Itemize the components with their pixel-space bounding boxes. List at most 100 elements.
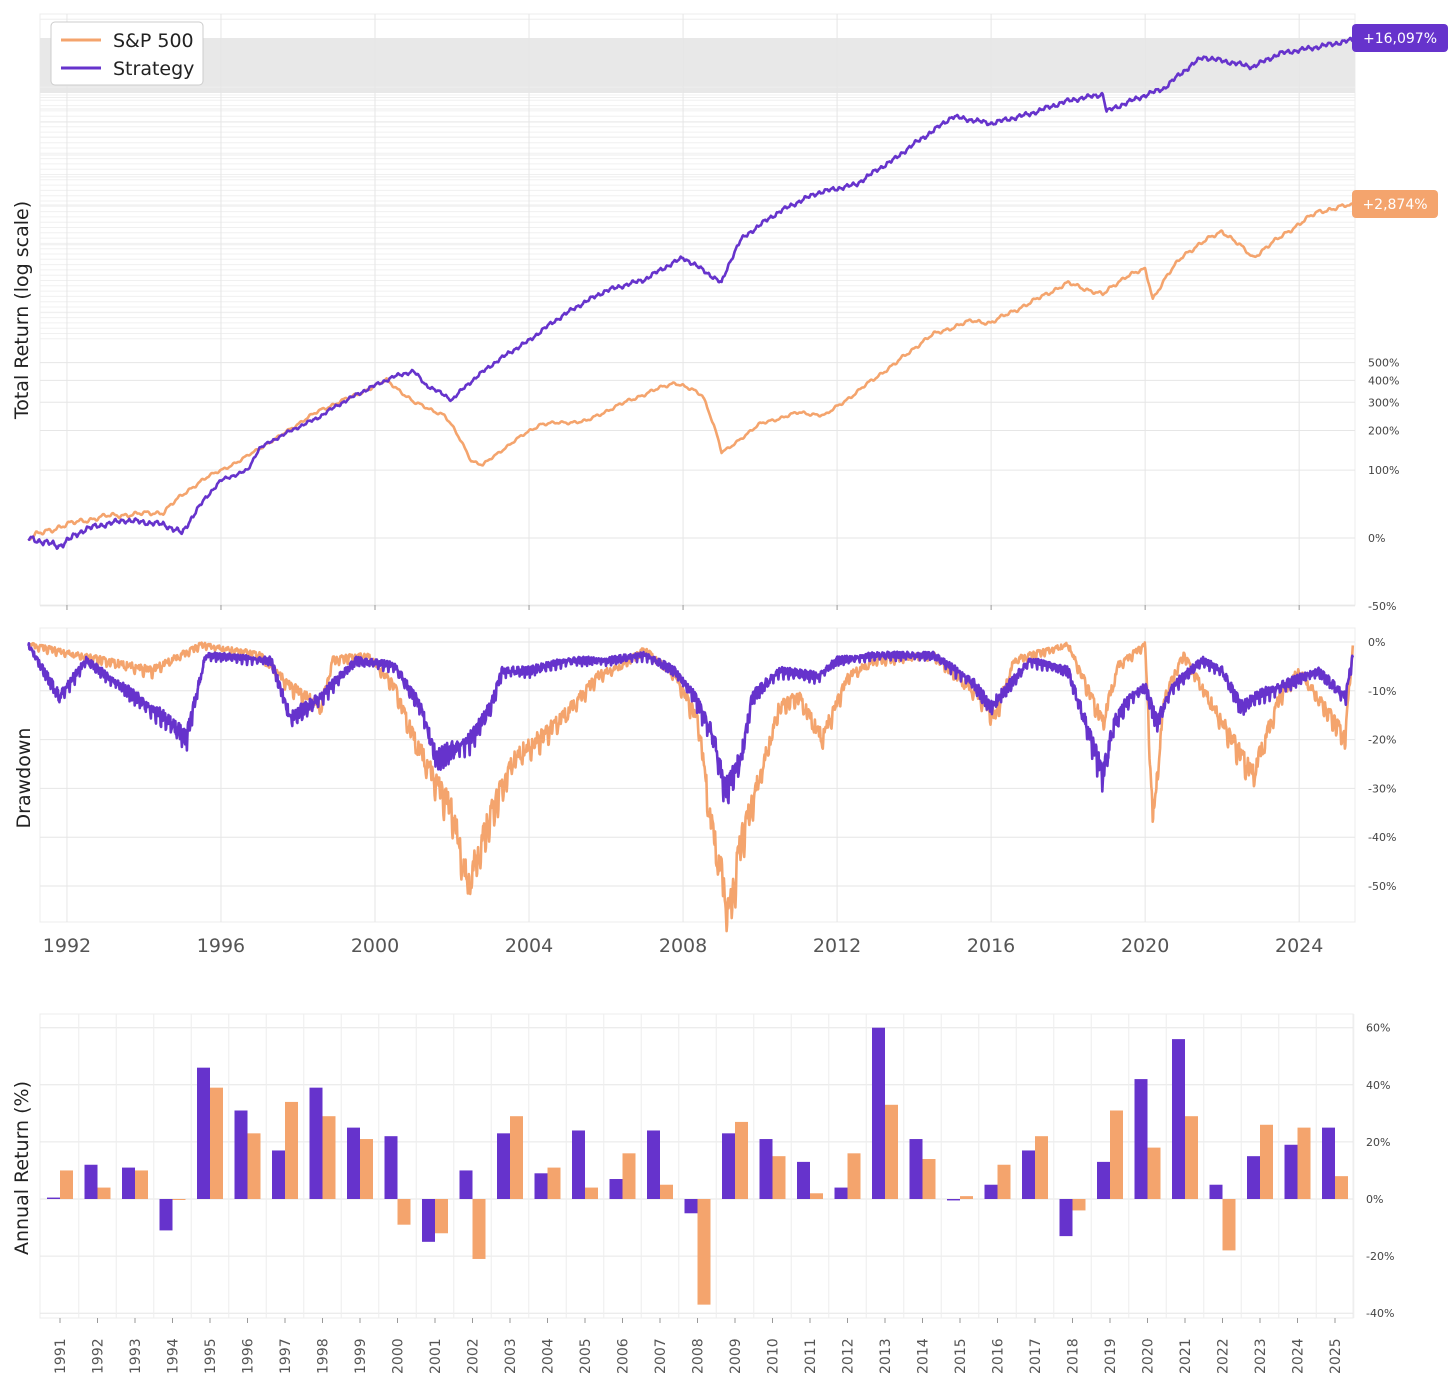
- x-tick-label-year: 2002: [466, 1338, 482, 1374]
- y-tick-label: -20%: [1368, 734, 1396, 747]
- x-tick-label-year: 2015: [953, 1338, 969, 1374]
- y-axis-title-annual: Annual Return (%): [11, 1081, 33, 1255]
- sp500-annual-bar: [397, 1199, 411, 1225]
- legend-label-strategy: Strategy: [113, 58, 194, 80]
- sp500-annual-bar: [622, 1153, 636, 1199]
- x-tick-label-year: 2012: [841, 1338, 857, 1374]
- strategy-annual-bar: [497, 1133, 510, 1199]
- sp500-annual-bar: [660, 1184, 673, 1199]
- panel-annual-frame: [39, 1013, 1354, 1319]
- strategy-annual-bar: [1172, 1039, 1185, 1199]
- x-tick-label-year: 1994: [166, 1338, 182, 1374]
- y-tick-label: 60%: [1366, 1022, 1390, 1035]
- sp500-annual-bar: [1185, 1116, 1198, 1199]
- x-tick-label-year: 2025: [1328, 1338, 1344, 1374]
- x-tick-label-year: 2017: [1028, 1338, 1044, 1374]
- strategy-annual-bar: [309, 1087, 323, 1199]
- y-tick-label: -40%: [1366, 1307, 1394, 1320]
- x-tick-label-year: 2012: [813, 935, 861, 957]
- end-label-sp500-bg: [1352, 190, 1438, 218]
- x-tick-label-year: 2007: [653, 1338, 669, 1374]
- sp500-annual-bar: [285, 1101, 298, 1199]
- sp500-annual-bar: [885, 1104, 898, 1199]
- y-tick-label: 200%: [1368, 424, 1399, 437]
- strategy-annual-bar: [159, 1199, 173, 1231]
- y-tick-label: 300%: [1368, 396, 1399, 409]
- x-tick-label-year: 1993: [128, 1338, 144, 1374]
- x-tick-label-year: 2024: [1275, 935, 1323, 957]
- sp500-annual-bar: [735, 1121, 748, 1199]
- x-tick-label-year: 2010: [766, 1338, 782, 1374]
- sp500-annual-bar: [360, 1139, 373, 1199]
- sp500-annual-bar: [172, 1199, 186, 1200]
- sp500-annual-bar: [1297, 1127, 1311, 1199]
- strategy-drawdown-line: [27, 642, 1355, 805]
- sp500-annual-bar: [772, 1156, 786, 1199]
- sp500-annual-bar: [435, 1199, 448, 1234]
- sp500-annual-bar: [585, 1187, 598, 1199]
- strategy-annual-bar: [1059, 1199, 1073, 1237]
- sp500-annual-bar: [697, 1199, 711, 1305]
- sp500-annual-bar: [322, 1116, 336, 1199]
- strategy-annual-bar: [459, 1170, 473, 1199]
- sp500-annual-bar: [922, 1159, 936, 1199]
- end-label-strategy-bg: [1352, 24, 1448, 52]
- sp500-annual-bar: [547, 1167, 561, 1199]
- x-tick-label-year: 2016: [991, 1338, 1007, 1374]
- sp500-annual-bar: [60, 1170, 73, 1199]
- x-tick-label-year: 1997: [278, 1338, 294, 1374]
- sp500-annual-bar: [247, 1133, 261, 1199]
- y-axis-title-drawdown: Drawdown: [13, 728, 35, 829]
- x-tick-label-year: 1996: [241, 1338, 257, 1374]
- y-tick-label: -40%: [1368, 831, 1396, 844]
- end-label-strategy: +16,097%: [1363, 31, 1437, 47]
- panel-drawdown-frame: [39, 627, 1356, 923]
- y-tick-label: 100%: [1368, 464, 1399, 477]
- strategy-annual-bar: [47, 1197, 60, 1199]
- x-tick-label-year: 2021: [1178, 1338, 1194, 1374]
- y-tick-label: 500%: [1368, 357, 1399, 370]
- y-tick-label: 400%: [1368, 374, 1399, 387]
- sp500-annual-bar: [810, 1193, 823, 1199]
- sp500-annual-bar: [135, 1170, 148, 1199]
- strategy-annual-bar: [1134, 1079, 1148, 1199]
- strategy-annual-bar: [84, 1164, 98, 1199]
- strategy-annual-bar: [984, 1184, 998, 1199]
- x-tick-label-year: 2005: [578, 1338, 594, 1374]
- strategy-annual-bar: [122, 1167, 135, 1199]
- y-tick-label: 40%: [1366, 1079, 1390, 1092]
- y-tick-label: 20%: [1366, 1136, 1390, 1149]
- sp500-annual-bar: [997, 1164, 1011, 1199]
- y-tick-label: -30%: [1368, 782, 1396, 795]
- strategy-annual-bar: [1022, 1150, 1035, 1199]
- y-tick-label: 0%: [1368, 636, 1385, 649]
- x-tick-label-year: 1995: [203, 1338, 219, 1374]
- strategy-annual-bar: [759, 1139, 773, 1199]
- strategy-annual-bar: [197, 1067, 210, 1199]
- sp500-annual-bar: [210, 1087, 223, 1199]
- x-tick-label-year: 1991: [53, 1338, 69, 1374]
- y-axis-title-total: Total Return (log scale): [11, 201, 33, 420]
- sp500-annual-bar: [1035, 1136, 1048, 1199]
- panel-total-frame: [39, 13, 1356, 606]
- x-tick-label-year: 2018: [1066, 1338, 1082, 1374]
- x-tick-label-year: 2020: [1141, 1338, 1157, 1374]
- strategy-annual-bar: [1284, 1144, 1298, 1199]
- x-tick-label-year: 1992: [91, 1338, 107, 1374]
- sp500-annual-bar: [97, 1187, 111, 1199]
- sp500-annual-bar: [1110, 1110, 1123, 1199]
- x-tick-label-year: 2001: [428, 1338, 444, 1374]
- strategy-annual-bar: [797, 1161, 810, 1199]
- sp500-annual-bar: [960, 1196, 973, 1199]
- x-tick-label-year: 1992: [43, 935, 91, 957]
- strategy-annual-bar: [909, 1139, 923, 1199]
- strategy-annual-bar: [534, 1173, 548, 1199]
- strategy-annual-bar: [1097, 1161, 1110, 1199]
- strategy-annual-bar: [722, 1133, 735, 1199]
- strategy-annual-bar: [684, 1199, 698, 1214]
- y-tick-label: -50%: [1368, 880, 1396, 893]
- strategy-annual-bar: [384, 1136, 398, 1199]
- strategy-annual-bar: [347, 1127, 360, 1199]
- log-grid-band: [40, 38, 1355, 93]
- x-tick-label-year: 2004: [541, 1338, 557, 1374]
